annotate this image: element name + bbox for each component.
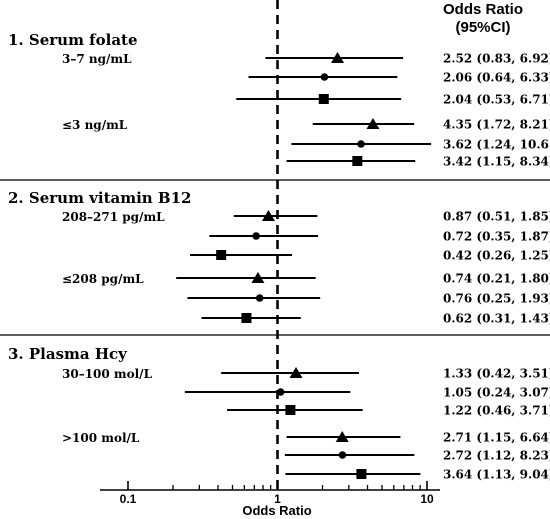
- point-estimate-triangle: [331, 52, 345, 63]
- group-label: >100 mol/L: [62, 431, 140, 445]
- ci-value-label: 2.04 (0.53, 6.71): [443, 93, 550, 107]
- point-estimate-triangle: [261, 210, 275, 221]
- ci-value-label: 1.22 (0.46, 3.71): [443, 404, 550, 418]
- point-estimate-square: [241, 313, 252, 323]
- x-axis-label: Odds Ratio: [242, 503, 311, 518]
- point-estimate-circle: [338, 451, 347, 459]
- point-estimate-square: [285, 405, 296, 415]
- point-estimate-circle: [252, 232, 260, 240]
- ci-value-label: 1.05 (0.24, 3.07): [443, 386, 550, 400]
- group-label: ≤3 ng/mL: [62, 118, 128, 132]
- ci-value-label: 0.76 (0.25, 1.93): [443, 292, 550, 306]
- point-estimate-square: [352, 156, 363, 166]
- section-separators: [0, 179, 550, 336]
- ci-value-label: 2.71 (1.15, 6.64): [443, 431, 550, 445]
- group-label: 30–100 mol/L: [62, 367, 153, 381]
- ci-value-label: 3.42 (1.15, 8.34): [443, 155, 550, 169]
- point-estimate-triangle: [289, 367, 303, 378]
- ci-value-label: 0.87 (0.51, 1.85): [443, 210, 550, 224]
- ci-header-line2: (95%CI): [455, 19, 510, 36]
- ci-value-label: 1.33 (0.42, 3.51): [443, 367, 550, 381]
- point-estimate-triangle: [335, 431, 349, 442]
- ci-column-header: Odds Ratio (95%CI): [443, 1, 523, 36]
- ci-value-label: 0.62 (0.31, 1.43): [443, 312, 550, 326]
- ci-value-label: 0.74 (0.21, 1.80): [443, 272, 550, 286]
- point-estimate-circle: [276, 388, 285, 396]
- x-axis: 0.1 1 10: [100, 481, 440, 506]
- group-label: 3–7 ng/mL: [62, 52, 132, 66]
- ci-value-label: 4.35 (1.72, 8.21): [443, 118, 550, 132]
- x-tick-label: 0.1: [120, 492, 137, 506]
- forest-rows: 1. Serum folate 3–7 ng/mL 2.52 (0.83, 6.92…: [8, 31, 550, 482]
- group-label: ≤208 pg/mL: [62, 272, 144, 286]
- ci-value-label: 2.06 (0.64, 6.33): [443, 71, 550, 85]
- ci-value-label: 3.64 (1.13, 9.04): [443, 468, 550, 482]
- point-estimate-triangle: [366, 118, 380, 129]
- point-estimate-circle: [320, 73, 329, 81]
- point-estimate-square: [356, 469, 367, 479]
- point-estimate-square: [318, 94, 329, 104]
- x-tick-label: 1: [274, 492, 281, 506]
- group-label: 208–271 pg/mL: [62, 210, 165, 224]
- point-estimate-triangle: [251, 272, 265, 283]
- ci-value-label: 0.72 (0.35, 1.87): [443, 230, 550, 244]
- ci-value-label: 0.42 (0.26, 1.25): [443, 249, 550, 263]
- ci-header-line1: Odds Ratio: [443, 1, 523, 18]
- section-title: 1. Serum folate: [8, 31, 138, 49]
- point-estimate-circle: [255, 294, 264, 302]
- section-title: 2. Serum vitamin B12: [8, 189, 191, 207]
- point-estimate-square: [216, 250, 227, 260]
- ci-value-label: 2.52 (0.83, 6.92): [443, 52, 550, 66]
- ci-value-label: 3.62 (1.24, 10.65): [443, 138, 550, 152]
- point-estimate-circle: [357, 140, 365, 148]
- section-title: 3. Plasma Hcy: [8, 345, 128, 363]
- x-tick-label: 10: [420, 492, 434, 506]
- ci-value-label: 2.72 (1.12, 8.23): [443, 449, 550, 463]
